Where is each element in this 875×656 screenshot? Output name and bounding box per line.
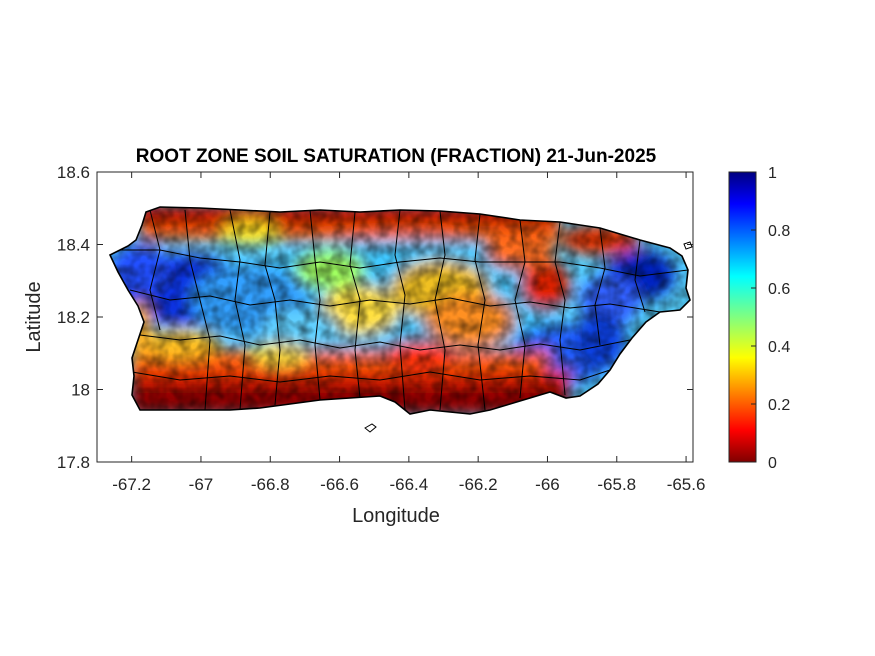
colorbar-tick-label: 0.4 [768, 339, 790, 356]
x-tick-label: -66.2 [459, 475, 498, 494]
x-ticks: -67.2 -67 -66.8 -66.6 -66.4 -66.2 -66 -65.8 -65.… [112, 172, 705, 494]
x-tick-label: -66 [535, 475, 560, 494]
plot-title: ROOT ZONE SOIL SATURATION (FRACTION) 21-… [136, 146, 657, 167]
y-tick-label: 18.6 [57, 163, 90, 182]
x-tick-label: -66.6 [320, 475, 359, 494]
y-axis-title: Latitude [23, 281, 45, 352]
y-tick-label: 17.8 [57, 453, 90, 472]
culebra-fragment [683, 241, 693, 250]
y-tick-label: 18 [71, 381, 90, 400]
y-tick-label: 18.2 [57, 308, 90, 327]
colorbar-ticks: 0 0.2 0.4 0.6 0.8 1 [751, 165, 790, 472]
colorbar-tick-label: 0.8 [768, 223, 790, 240]
x-tick-label: -66.4 [389, 475, 428, 494]
municipal-boundaries [120, 209, 689, 411]
caja-de-muertos-island [364, 423, 377, 433]
colorbar-tick-label: 0.6 [768, 281, 790, 298]
colorbar-tick-label: 1 [768, 165, 777, 182]
plot-area: -67.2 -67 -66.8 -66.6 -66.4 -66.2 -66 -65.8 -65.… [57, 163, 706, 494]
x-tick-label: -67.2 [112, 475, 151, 494]
x-tick-label: -67 [189, 475, 214, 494]
x-axis-title: Longitude [352, 505, 440, 527]
y-ticks: 17.8 18 18.2 18.4 18.6 [57, 163, 693, 472]
x-tick-label: -66.8 [251, 475, 290, 494]
colorbar: 0 0.2 0.4 0.6 0.8 1 [728, 165, 790, 472]
saturation-heatmap [110, 207, 690, 414]
colorbar-tick-label: 0 [768, 455, 777, 472]
colorbar-tick-label: 0.2 [768, 397, 790, 414]
x-tick-label: -65.8 [597, 475, 636, 494]
y-tick-label: 18.4 [57, 236, 90, 255]
island-outline [108, 206, 691, 415]
colorbar-gradient [728, 171, 757, 463]
x-tick-label: -65.6 [667, 475, 706, 494]
